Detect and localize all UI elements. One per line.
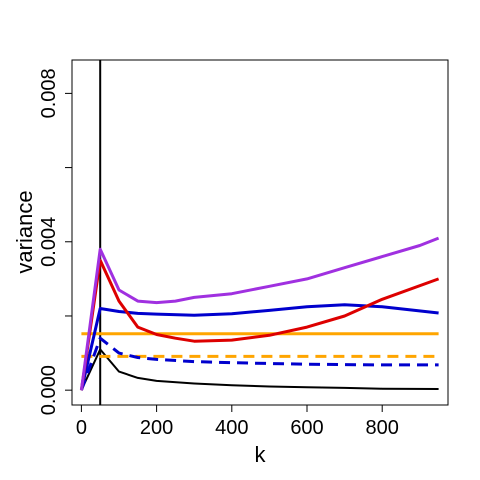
series-line-0 — [80, 348, 439, 391]
y-tick-label: 0.000 — [38, 365, 60, 415]
x-tick-label: 400 — [215, 417, 248, 439]
x-tick-label: 0 — [76, 417, 87, 439]
x-tick-label: 800 — [366, 417, 399, 439]
series-line-6 — [79, 258, 440, 391]
plot-frame — [71, 59, 449, 406]
series-line-5 — [79, 303, 439, 391]
x-axis: 0 200 400 600 800 — [76, 404, 399, 439]
y-tick-label: 0.008 — [38, 68, 60, 118]
x-axis-title: k — [255, 442, 267, 467]
series-line-7 — [79, 236, 440, 391]
x-tick-label: 200 — [140, 417, 173, 439]
x-tick-label: 600 — [290, 417, 323, 439]
y-axis-title: variance — [12, 190, 37, 273]
y-axis: 0.000 0.004 0.008 — [38, 68, 73, 415]
series-line-4 — [79, 336, 439, 391]
series-lines — [79, 60, 440, 405]
y-tick-label: 0.004 — [38, 217, 60, 267]
